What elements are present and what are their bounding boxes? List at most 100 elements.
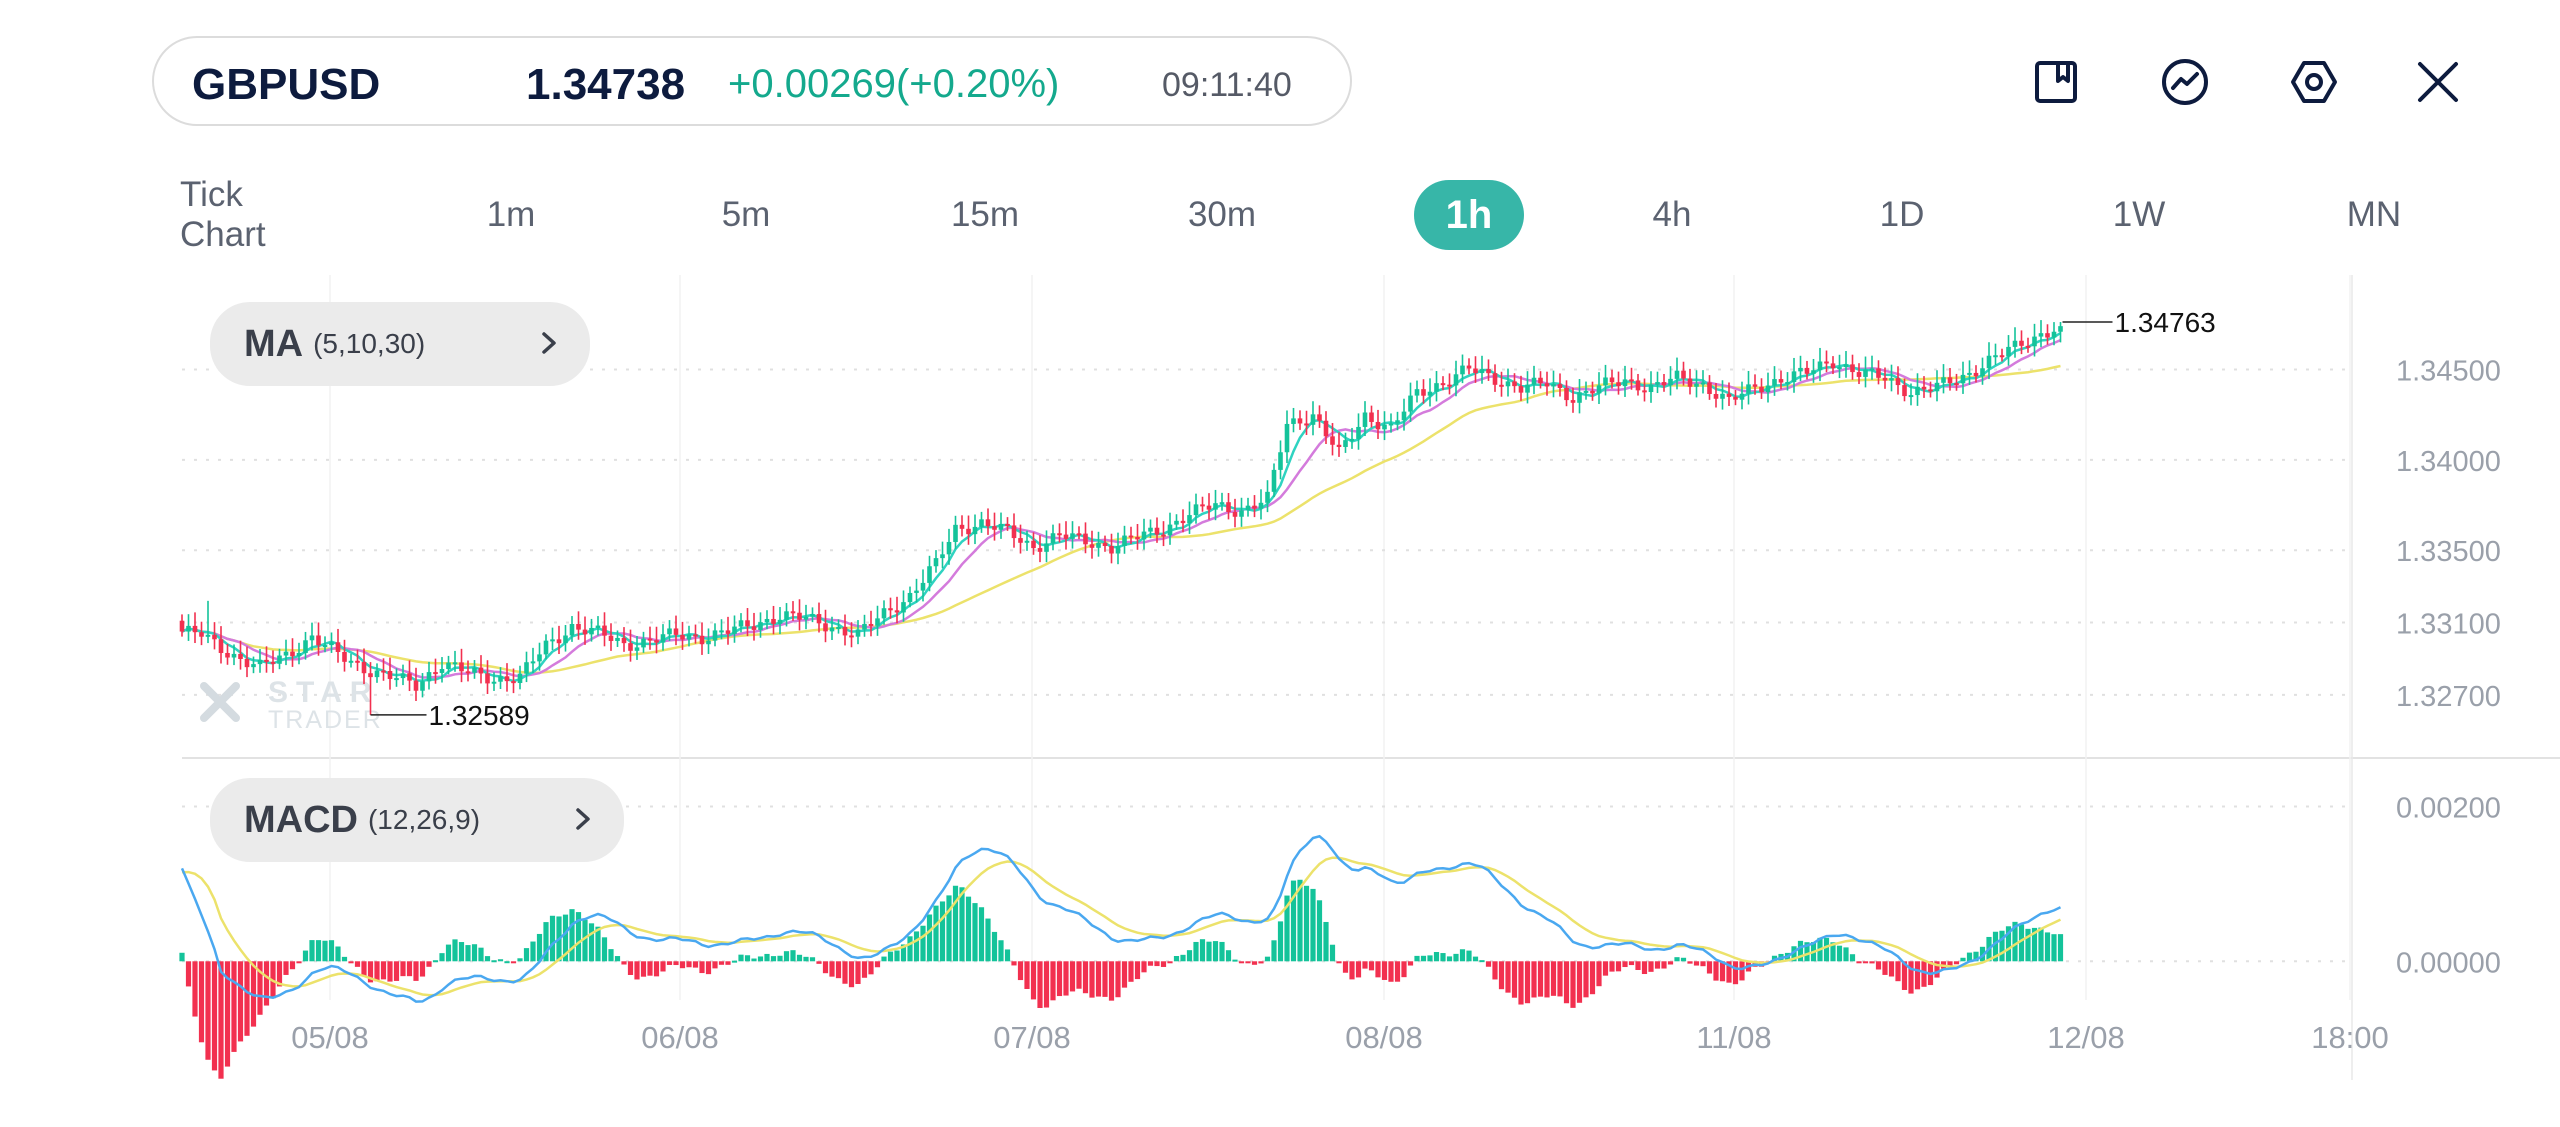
candle-body [2006, 346, 2011, 357]
candle-body [433, 672, 438, 675]
candle [1687, 368, 1693, 395]
tab-mn[interactable]: MN [2346, 195, 2402, 234]
candle-body [966, 528, 971, 535]
candle-body [738, 620, 744, 627]
candle-body [1538, 377, 1543, 384]
candle [1252, 495, 1257, 518]
candle [1648, 371, 1654, 403]
macd-histogram-bar [796, 954, 803, 962]
candle [1044, 530, 1049, 563]
macd-indicator-pill[interactable]: MACD (12,26,9) [210, 778, 624, 862]
macd-histogram-bar [289, 961, 296, 970]
candle [712, 623, 718, 647]
macd-histogram-bar [1570, 961, 1576, 1008]
date-tick-label: 08/08 [1345, 1020, 1423, 1055]
candle [1408, 382, 1413, 422]
candle-body [179, 620, 185, 632]
candle [621, 627, 627, 652]
candle-body [985, 519, 991, 527]
candle-body [2058, 326, 2063, 332]
macd-histogram-bar [2051, 934, 2057, 962]
candle-body [212, 634, 217, 640]
candle-body [615, 637, 620, 641]
tab-15m[interactable]: 15m [950, 195, 1020, 234]
watermark-text: TRADER [268, 706, 383, 734]
candle [2045, 324, 2050, 345]
chart-trend-icon[interactable] [2155, 52, 2215, 112]
candle-body [933, 558, 939, 567]
candle [1616, 371, 1621, 395]
tab-1h[interactable]: 1h [1414, 180, 1524, 250]
macd-tick-label: 0.00000 [2396, 947, 2501, 979]
tab-1m[interactable]: 1m [486, 195, 536, 234]
candle-body [1187, 515, 1192, 524]
candle [881, 600, 887, 625]
candle [1947, 368, 1953, 391]
macd-histogram-bar [1622, 961, 1628, 968]
candle [771, 605, 776, 635]
candle-body [1687, 378, 1693, 387]
candle [1889, 364, 1894, 392]
candle [400, 664, 406, 686]
macd-histogram-bar [920, 925, 926, 962]
macd-histogram-bar [1238, 961, 1245, 964]
candle-body [1544, 383, 1550, 387]
candle-body [914, 590, 919, 593]
tab-5m[interactable]: 5m [721, 195, 771, 234]
bookmark-icon[interactable] [2026, 52, 2086, 112]
macd-histogram-bar [1869, 961, 1875, 964]
close-icon[interactable] [2408, 52, 2468, 112]
candle [582, 616, 588, 645]
settings-icon[interactable] [2284, 52, 2344, 112]
macd-histogram-bar [1108, 961, 1115, 1001]
macd-histogram-bar [1726, 961, 1732, 983]
macd-histogram-bar [757, 956, 764, 962]
tab-4h[interactable]: 4h [1652, 195, 1692, 234]
candle [1460, 354, 1465, 384]
candle [758, 612, 763, 638]
macd-histogram-bar [205, 961, 211, 1060]
tab-30m[interactable]: 30m [1187, 195, 1257, 234]
macd-histogram-bar [1511, 961, 1518, 998]
candle-body [1694, 383, 1699, 387]
candle-body [836, 626, 841, 629]
tab-tick-chart[interactable]: Tick Chart [180, 175, 266, 254]
candle [342, 639, 347, 672]
ma-indicator-pill[interactable]: MA (5,10,30) [210, 302, 590, 386]
candle [1492, 364, 1498, 392]
candle-body [1895, 378, 1901, 386]
tab-1w[interactable]: 1W [2112, 195, 2166, 234]
macd-histogram-bar [848, 961, 855, 988]
candle [251, 656, 256, 674]
macd-histogram-bar [413, 961, 419, 981]
candle-body [374, 670, 380, 678]
candle-body [712, 630, 718, 641]
candle [1759, 378, 1764, 399]
tab-1d[interactable]: 1D [1879, 195, 1925, 234]
candle-body [1206, 505, 1212, 510]
candle-body [1635, 380, 1641, 391]
candle-body [582, 629, 588, 635]
candle-body [277, 655, 282, 664]
macd-histogram-bar [1329, 944, 1336, 962]
candle-body [1128, 535, 1134, 538]
candle-body [1297, 418, 1303, 424]
candle [563, 625, 568, 652]
macd-histogram-bar [1739, 961, 1745, 981]
candle [1876, 360, 1881, 385]
chevron-right-icon [568, 804, 598, 839]
candle [1674, 357, 1680, 390]
macd-histogram-bar [484, 956, 491, 962]
candle [959, 515, 965, 537]
macd-histogram-bar [400, 961, 406, 977]
macd-histogram-bar [1472, 956, 1479, 962]
candle [257, 649, 263, 673]
candle-body [1947, 377, 1953, 384]
macd-histogram-bar [1212, 941, 1219, 962]
candle [907, 586, 913, 608]
candle-body [2019, 340, 2024, 346]
watermark-text: STAR [268, 676, 379, 709]
candle-body [1921, 386, 1927, 390]
candle-body [1993, 355, 1998, 358]
